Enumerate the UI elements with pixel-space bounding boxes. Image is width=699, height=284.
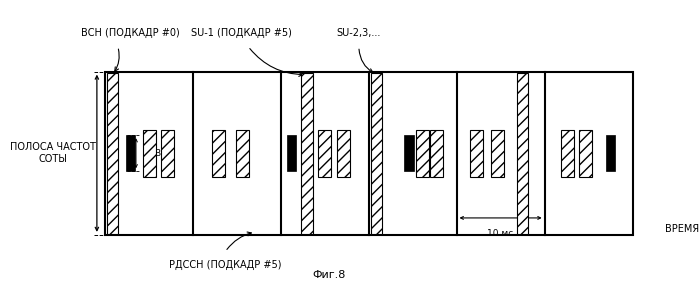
Text: Фиг.8: Фиг.8: [313, 270, 346, 280]
Bar: [337, 130, 350, 177]
Bar: [105, 72, 633, 235]
Bar: [212, 130, 225, 177]
Bar: [127, 135, 136, 171]
Bar: [301, 72, 312, 234]
Bar: [405, 135, 414, 171]
Bar: [491, 130, 504, 177]
Text: SU-1 (ПОДКАДР #5): SU-1 (ПОДКАДР #5): [191, 28, 292, 38]
Bar: [319, 130, 331, 177]
Text: РДССН (ПОДКАДР #5): РДССН (ПОДКАДР #5): [169, 260, 282, 270]
Bar: [236, 130, 249, 177]
Text: 10 мс: 10 мс: [487, 229, 514, 238]
Bar: [107, 72, 118, 234]
Bar: [606, 135, 615, 171]
Bar: [143, 130, 156, 177]
Bar: [561, 130, 574, 177]
Text: ВСН (ПОДКАДР #0): ВСН (ПОДКАДР #0): [81, 28, 180, 38]
Bar: [470, 130, 483, 177]
Bar: [579, 130, 592, 177]
Bar: [287, 135, 296, 171]
Bar: [161, 130, 174, 177]
Bar: [517, 72, 528, 234]
Text: ВРЕМЯ: ВРЕМЯ: [665, 224, 699, 234]
Bar: [430, 130, 443, 177]
Bar: [415, 130, 428, 177]
Text: ПОЛОСА ЧАСТОТ
СОТЫ: ПОЛОСА ЧАСТОТ СОТЫ: [10, 143, 96, 164]
Text: 6RB: 6RB: [144, 149, 162, 158]
Bar: [370, 72, 382, 234]
Text: SU-2,3,...: SU-2,3,...: [337, 28, 381, 38]
